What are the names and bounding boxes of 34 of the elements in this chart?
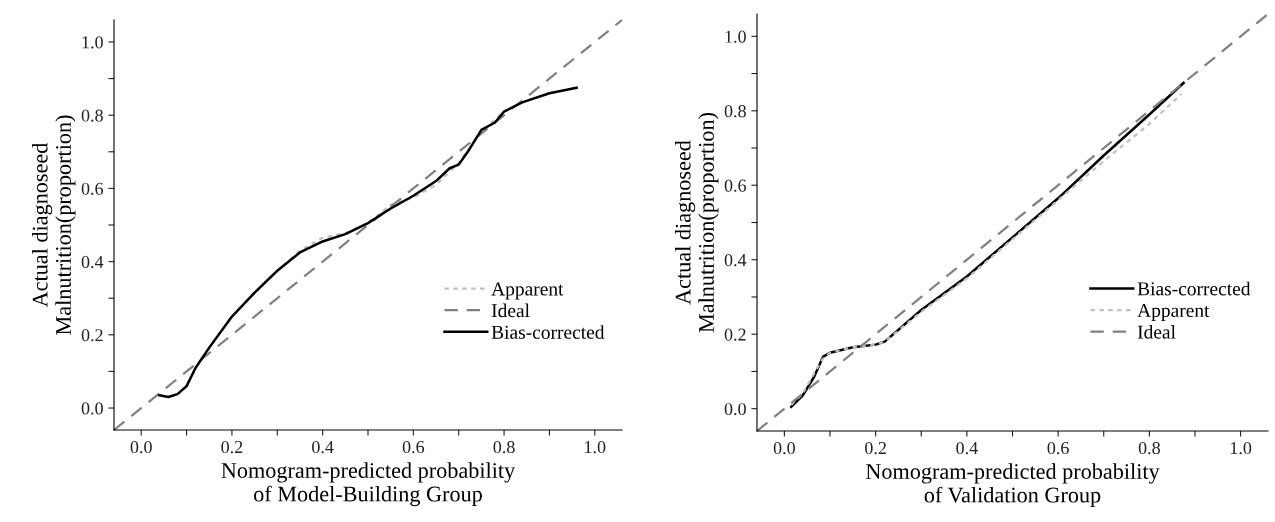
x-tick-label: 0.6: [402, 440, 425, 454]
y-tick-label: 0.2: [81, 329, 103, 342]
legend-label: Ideal: [491, 303, 530, 318]
legend-label: Bias-corrected: [1137, 281, 1251, 296]
y-tick-label: 0.8: [81, 109, 103, 122]
x-tick-label: 0.4: [312, 440, 334, 454]
y-tick-label: 1.0: [725, 30, 746, 43]
y-tick-label: 0.6: [724, 179, 747, 192]
x-tick-label: 0.0: [773, 441, 795, 455]
x-tick-label: 0.2: [221, 440, 243, 454]
x-axis-title: Nomogram-predicted probability of Validation Group: [865, 463, 1160, 508]
y-axis-title: Actual diagnoseed Malnutrition(proportion): [32, 115, 76, 335]
x-tick-label: 0.4: [956, 441, 978, 455]
x-tick-label: 0.2: [865, 441, 886, 455]
legend-label: Bias-corrected: [491, 325, 605, 339]
x-axis-title: Nomogram-predicted probability of Model-Building Group: [221, 462, 516, 507]
x-tick-label: 0.8: [493, 440, 515, 454]
y-tick-label: 0.4: [724, 253, 747, 267]
x-tick-label: 1.0: [585, 440, 606, 454]
y-tick-label: 1.0: [82, 36, 103, 49]
legend-label: Apparent: [1137, 303, 1210, 321]
y-tick-label: 0.0: [81, 402, 103, 415]
x-tick-label: 0.0: [130, 440, 152, 454]
y-tick-label: 0.6: [81, 182, 104, 195]
x-tick-label: 0.6: [1047, 441, 1069, 455]
x-tick-label: 1.0: [1230, 441, 1252, 455]
y-tick-label: 0.2: [724, 328, 746, 341]
legend-label: Apparent: [491, 282, 564, 300]
x-tick-label: 0.8: [1138, 441, 1160, 455]
legend-label: Ideal: [1137, 324, 1176, 339]
y-tick-label: 0.4: [81, 255, 104, 269]
y-tick-label: 0.0: [724, 402, 746, 416]
y-axis-title: Actual diagnoseed Malnutrition(proportion): [675, 113, 719, 333]
y-tick-label: 0.8: [724, 105, 746, 118]
